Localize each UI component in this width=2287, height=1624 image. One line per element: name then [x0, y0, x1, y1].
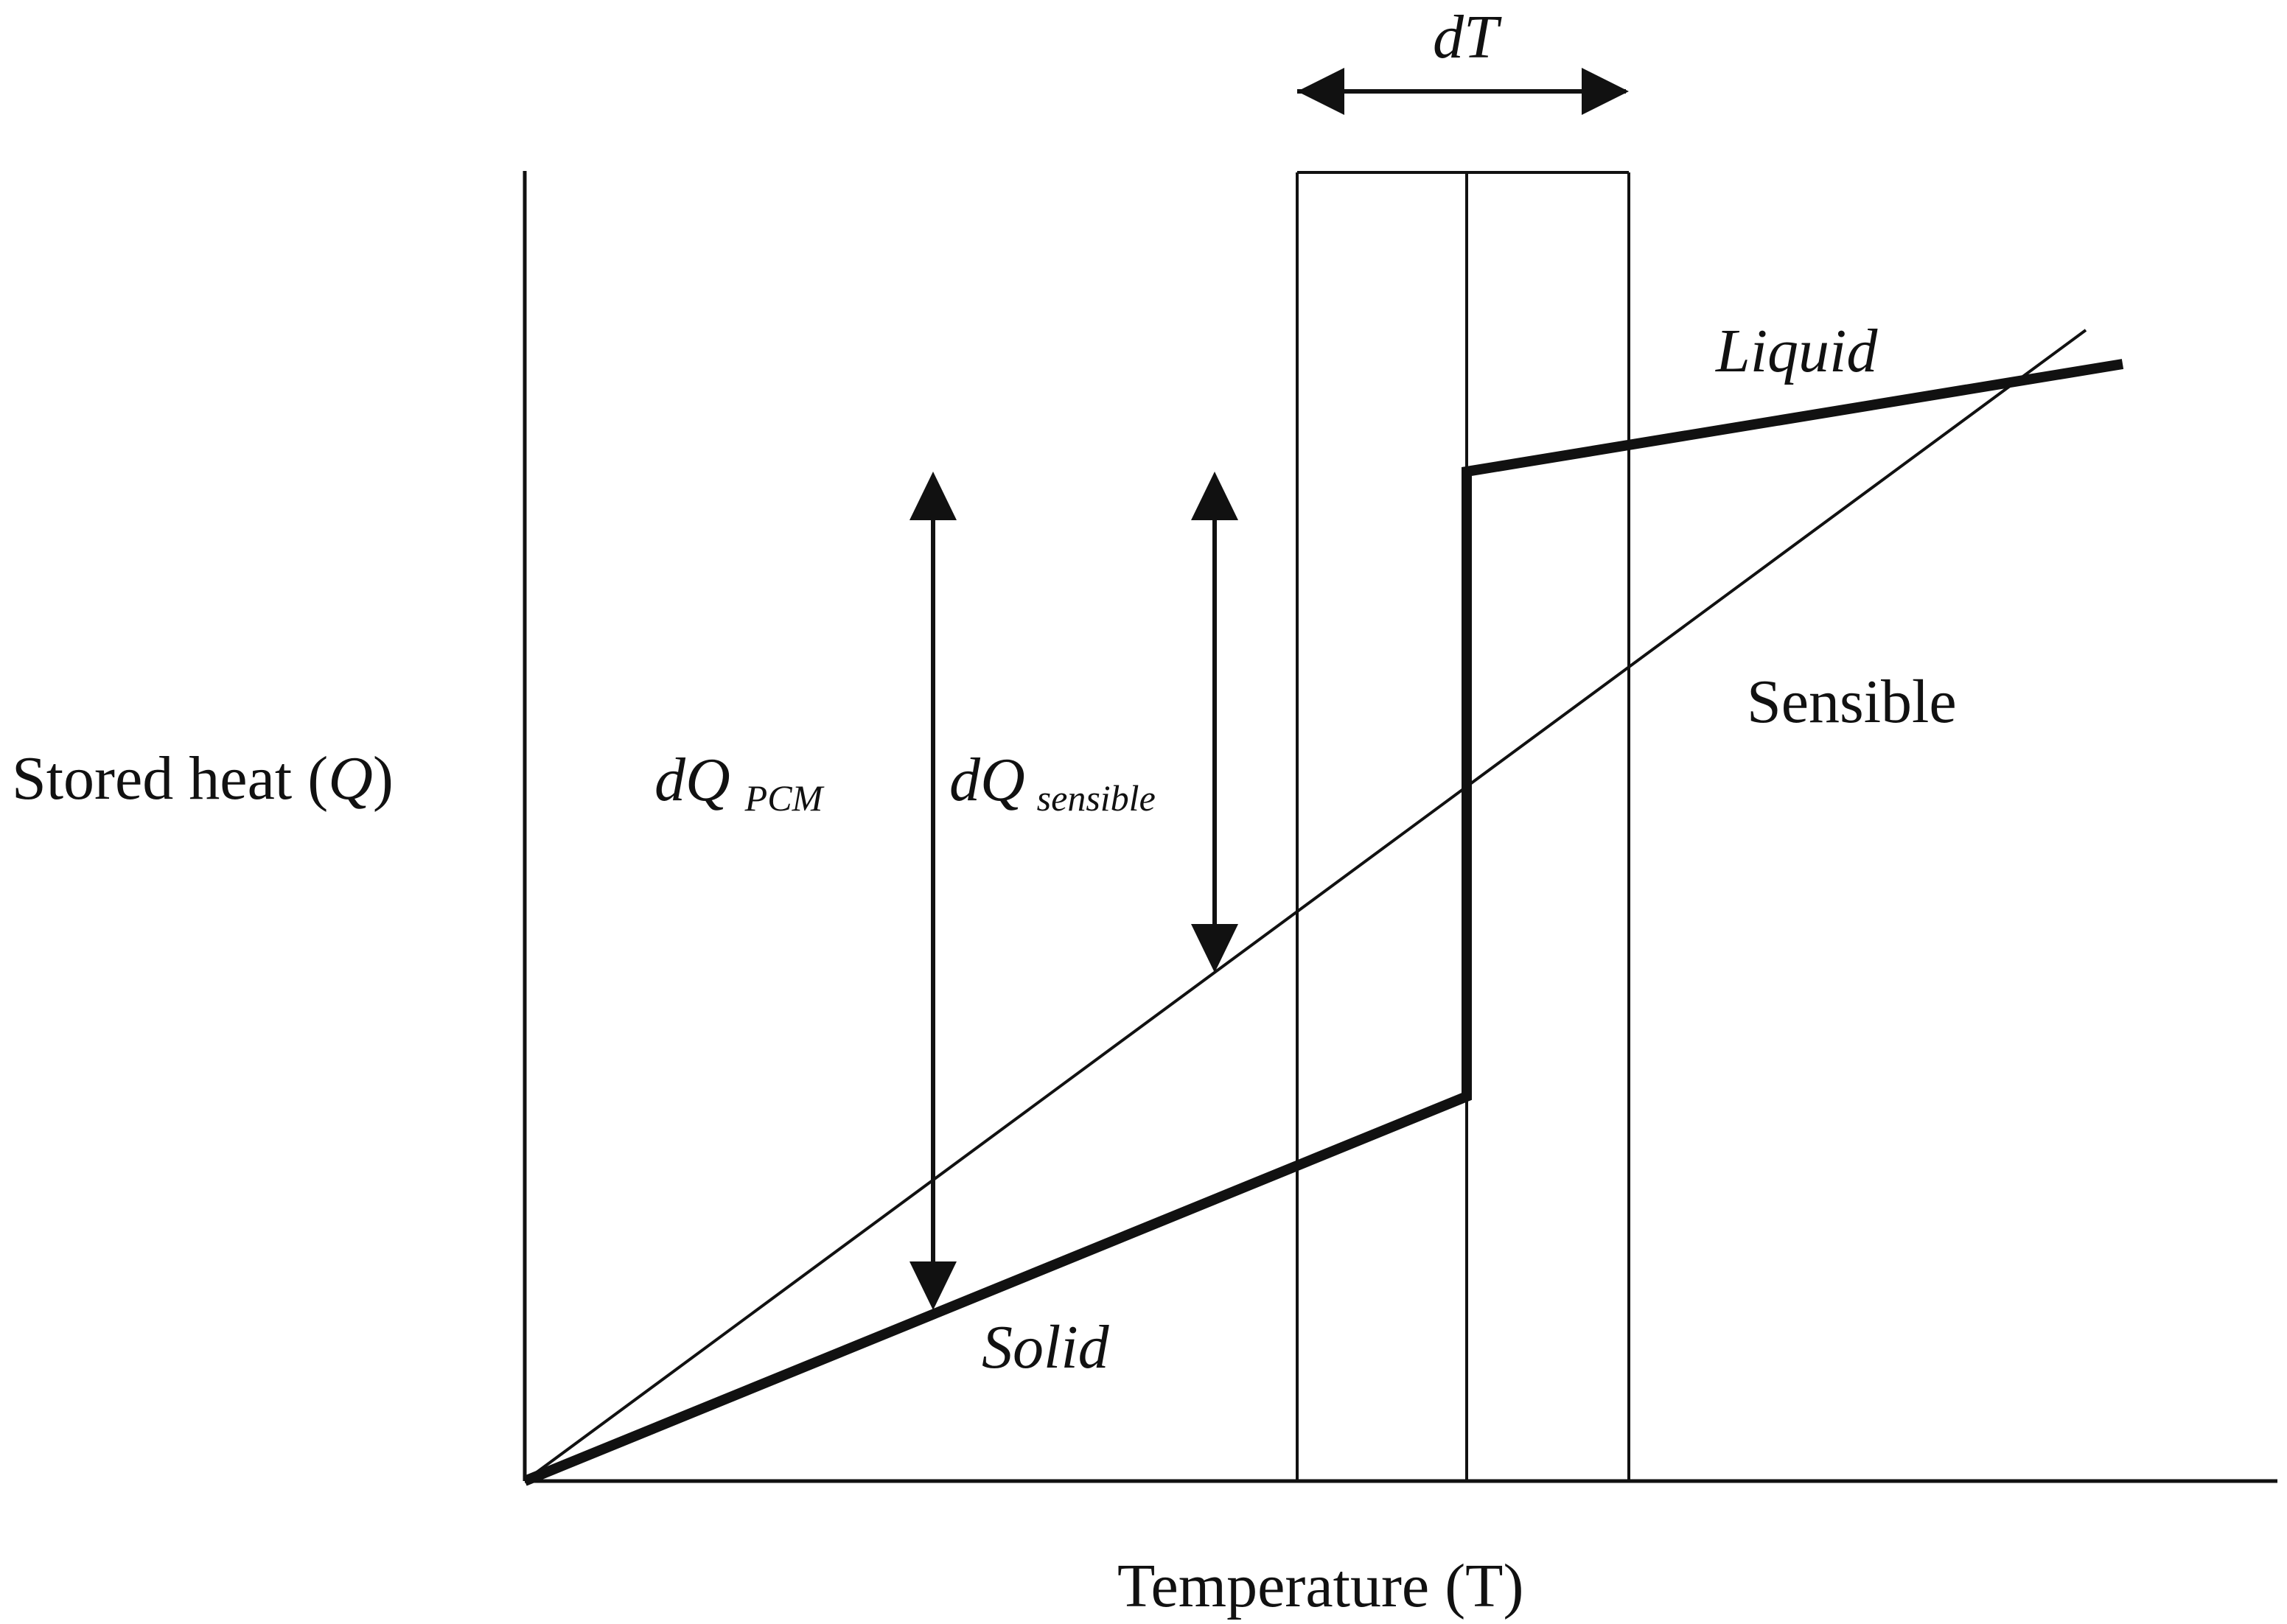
x-axis-label: Temperature (T) — [1117, 1552, 1523, 1620]
dQ-sensible-label: dQ sensible — [949, 746, 1156, 819]
sensible-heat-line — [523, 329, 2087, 1483]
dT-arrowhead-left — [1297, 68, 1344, 115]
dQ-pcm-label: dQ PCM — [654, 746, 825, 819]
y-axis-label: Stored heat (Q) — [12, 744, 394, 813]
sensible-label: Sensible — [1747, 668, 1957, 736]
y-axis-label-close: ) — [373, 744, 394, 813]
solid-label: Solid — [982, 1313, 1110, 1382]
dT-label: dT — [1433, 3, 1502, 71]
y-axis-label-text: Stored heat ( — [12, 744, 328, 813]
dQ-sensible-arrowhead-top — [1191, 472, 1238, 520]
dQ-pcm-label-main: dQ — [654, 746, 730, 814]
liquid-label: Liquid — [1715, 317, 1878, 385]
dQ-sensible-arrowhead-bottom — [1191, 924, 1238, 973]
dQ-pcm-label-sub: PCM — [744, 777, 825, 819]
y-axis-label-symbol: Q — [328, 744, 373, 813]
pcm-heat-curve — [523, 359, 2124, 1486]
dQ-pcm-arrowhead-bottom — [909, 1261, 957, 1310]
dQ-sensible-label-sub: sensible — [1037, 777, 1156, 819]
dQ-pcm-arrowhead-top — [909, 472, 957, 520]
dT-arrowhead-right — [1582, 68, 1629, 115]
dQ-sensible-label-main: dQ — [949, 746, 1025, 814]
